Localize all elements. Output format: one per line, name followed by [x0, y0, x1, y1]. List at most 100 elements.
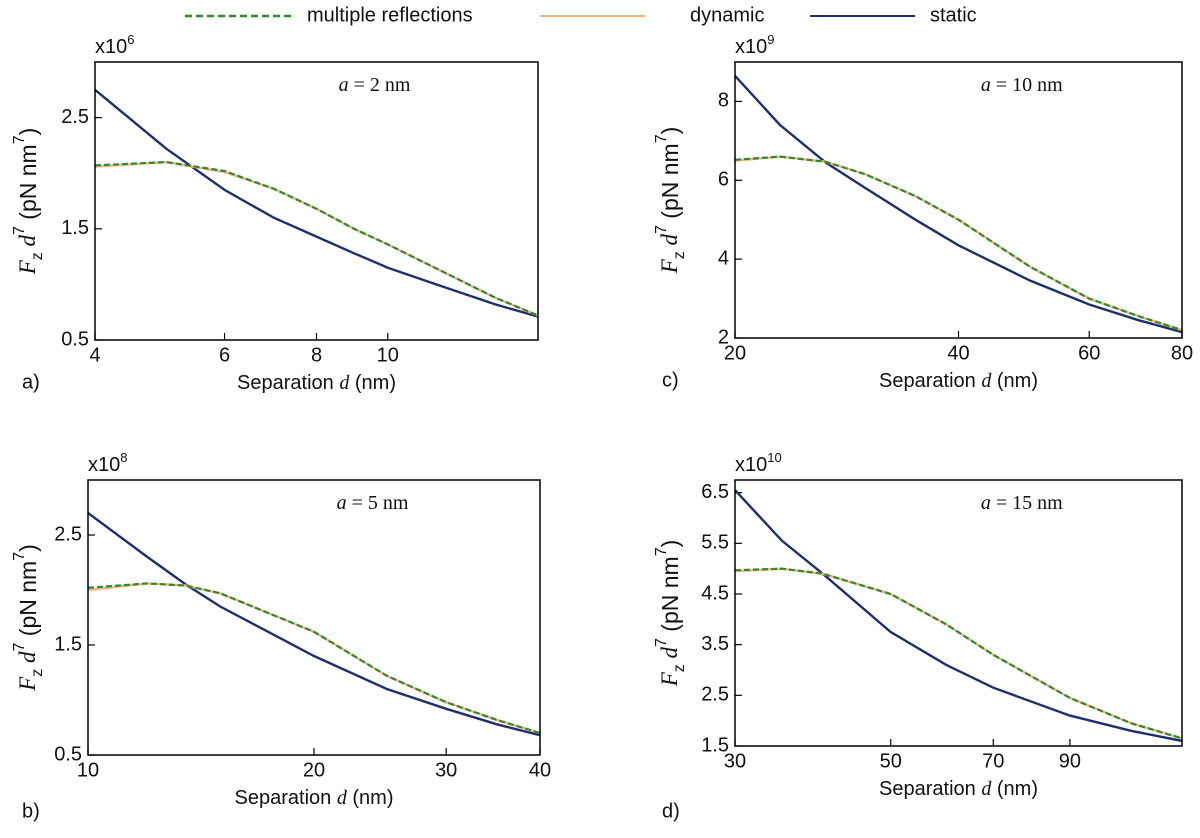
- y-label-part: 7: [11, 642, 28, 651]
- panel: 1.5 2.5 3.5 4.5 5.5 6.5 30 50 70 90 x1010 a = 15 nm…: [653, 450, 1183, 822]
- y-tick-label: 0.5: [54, 743, 82, 765]
- x-label-part: (nm): [349, 372, 396, 394]
- y-axis-label: Fz d7 (pN nm7): [11, 544, 46, 692]
- series-line: [88, 582, 540, 735]
- plot-frame: [734, 61, 1183, 339]
- annotation: a = 10 nm: [981, 74, 1063, 96]
- y-tick-label: 2.5: [701, 684, 729, 706]
- x-axis-label: Separation d (nm): [235, 787, 394, 810]
- series-line: [735, 489, 1182, 743]
- y-label-part: (pN nm: [15, 561, 41, 643]
- x-tick-label: 6: [219, 344, 230, 366]
- x-tick-label: 70: [982, 750, 1004, 772]
- y-tick-label: 0.5: [61, 328, 89, 350]
- x-tick-label: 4: [89, 344, 100, 366]
- x-tick-label: 40: [947, 342, 969, 364]
- y-label-part: F: [15, 676, 40, 692]
- y-label-part: z: [29, 252, 46, 260]
- y-tick-label: 2: [718, 326, 729, 348]
- y-label-part: 7: [653, 547, 670, 556]
- y-tick-label: 1.5: [61, 217, 89, 239]
- x-tick-label: 30: [724, 750, 746, 772]
- y-label-part: 7: [653, 638, 670, 647]
- y-tick-label: 5.5: [701, 532, 729, 554]
- y-label-part: d: [657, 646, 682, 664]
- x-label-part: (nm): [991, 370, 1038, 392]
- y-tick-label: 3.5: [701, 633, 729, 655]
- annotation-text: = 15 nm: [991, 492, 1063, 514]
- y-label-part: ): [657, 540, 683, 548]
- y-label-part: ): [15, 128, 41, 136]
- series-line: [735, 74, 1182, 334]
- legend-label: dynamic: [690, 4, 764, 26]
- y-axis-label: Fz d7 (pN nm7): [653, 540, 688, 688]
- axis-multiplier: x1010: [735, 450, 782, 476]
- multiplier-base: x10: [735, 36, 767, 58]
- multiplier-exponent: 9: [767, 32, 774, 47]
- series-line: [735, 155, 1182, 332]
- y-label-part: 7: [11, 226, 28, 235]
- series-line: [735, 567, 1182, 740]
- x-tick-label: 20: [303, 759, 325, 781]
- y-label-part: z: [29, 669, 46, 677]
- axis-multiplier: x109: [735, 32, 774, 58]
- y-label-part: d: [657, 233, 682, 251]
- x-tick-label: 50: [880, 750, 902, 772]
- annotation-var: a: [981, 74, 991, 96]
- y-label-part: d: [15, 651, 40, 669]
- annotation-var: a: [339, 74, 349, 96]
- x-tick-label: 90: [1059, 750, 1081, 772]
- panel-label: b): [22, 800, 40, 822]
- x-label-part: (nm): [991, 778, 1038, 800]
- multiplier-exponent: 8: [120, 450, 127, 465]
- y-label-part: F: [657, 671, 682, 687]
- y-label-part: ): [15, 544, 41, 552]
- axis-multiplier: x108: [88, 450, 127, 476]
- y-tick-label: 1.5: [701, 734, 729, 756]
- y-tick-label: 4: [718, 247, 729, 269]
- x-tick-label: 10: [377, 344, 399, 366]
- series-line: [735, 155, 1182, 332]
- plot-frame: [734, 479, 1183, 747]
- series-line: [735, 567, 1182, 740]
- x-label-part: Separation: [235, 787, 337, 809]
- panel: 0.5 1.5 2.5 10 20 30 40 x108 a = 5 nm Separation …: [11, 450, 551, 822]
- legend-label: static: [930, 4, 977, 26]
- multiplier-base: x10: [735, 454, 767, 476]
- y-label-part: (pN nm: [15, 144, 41, 226]
- series-line: [95, 160, 538, 317]
- annotation: a = 5 nm: [337, 492, 409, 514]
- multiplier-exponent: 6: [127, 32, 134, 47]
- x-axis-label: Separation d (nm): [879, 778, 1038, 801]
- y-tick-label: 8: [718, 90, 729, 112]
- y-label-part: 7: [653, 225, 670, 234]
- x-tick-label: 80: [1171, 342, 1193, 364]
- plot-frame: [94, 61, 539, 341]
- multiplier-base: x10: [95, 36, 127, 58]
- x-tick-label: 40: [529, 759, 551, 781]
- y-tick-label: 2.5: [61, 106, 89, 128]
- y-label-part: (pN nm: [657, 556, 683, 638]
- y-label-part: F: [657, 258, 682, 274]
- panel-label: c): [662, 369, 679, 391]
- y-tick-label: 6: [718, 169, 729, 191]
- annotation-text: = 10 nm: [991, 74, 1063, 96]
- y-tick-label: 4.5: [701, 582, 729, 604]
- y-label-part: ): [657, 127, 683, 135]
- y-tick-label: 2.5: [54, 523, 82, 545]
- y-label-part: 7: [653, 134, 670, 143]
- x-tick-label: 20: [724, 342, 746, 364]
- y-tick-label: 1.5: [54, 633, 82, 655]
- x-axis-label: Separation d (nm): [879, 370, 1038, 393]
- panel-label: a): [22, 371, 40, 393]
- panel: 2 4 6 8 20 40 60 80 x109 a = 10 nm Separation d (n…: [653, 32, 1193, 392]
- y-axis-label: Fz d7 (pN nm7): [11, 128, 46, 276]
- y-axis-label: Fz d7 (pN nm7): [653, 127, 688, 275]
- legend-label: multiple reflections: [307, 4, 473, 26]
- x-label-part: Separation: [879, 778, 981, 800]
- x-axis-label: Separation d (nm): [237, 372, 396, 395]
- plot-frame: [87, 479, 541, 756]
- annotation-text: = 5 nm: [347, 492, 409, 514]
- series-line: [95, 160, 538, 317]
